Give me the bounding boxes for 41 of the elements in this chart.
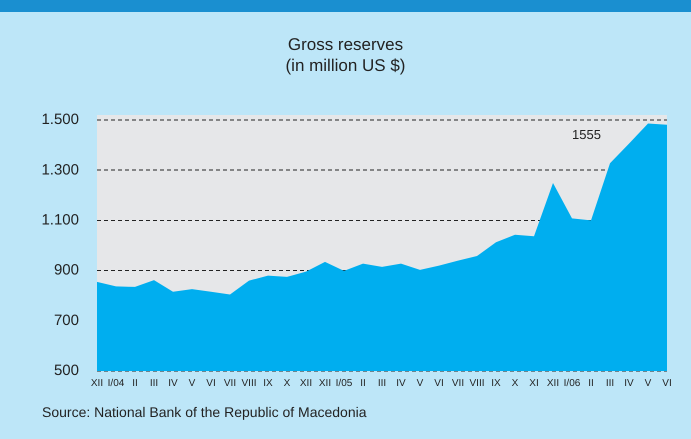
x-tick-label: X: [512, 378, 519, 389]
y-tick-label: 500: [54, 362, 79, 380]
x-tick-label: V: [644, 378, 652, 389]
chart-subtitle: (in million US $): [284, 55, 406, 76]
y-tick-label: 1.500: [41, 111, 79, 128]
x-tick-label: IX: [491, 378, 502, 389]
y-tick-label: 1.100: [41, 212, 79, 229]
x-tick-label: I/04: [108, 378, 125, 389]
x-tick-label: XII: [546, 378, 560, 389]
x-tick-label: IV: [624, 378, 634, 389]
x-tick-label: X: [284, 378, 291, 389]
x-tick-label: XI: [529, 378, 539, 389]
x-tick-label: IV: [168, 378, 178, 389]
x-tick-label: VI: [206, 378, 216, 389]
x-tick-label: IV: [396, 378, 406, 389]
x-tick-label: VI: [662, 378, 672, 389]
y-tick-label: 1.300: [41, 161, 79, 178]
chart-title: Gross reserves: [286, 34, 404, 55]
x-tick-label: V: [416, 378, 424, 389]
source-note: Source: National Bank of the Republic of Macedonia: [42, 404, 367, 420]
x-tick-label: XII: [90, 378, 104, 389]
x-tick-label: V: [188, 378, 196, 389]
x-tick-label: III: [378, 378, 386, 389]
x-tick-label: I/05: [336, 378, 353, 389]
x-tick-label: VIII: [241, 378, 257, 389]
x-tick-label: III: [150, 378, 158, 389]
x-tick-label: VII: [452, 378, 464, 389]
annotation: 1555: [572, 127, 601, 142]
y-tick-label: 900: [54, 262, 79, 279]
x-tick-label: VIII: [469, 378, 485, 389]
x-tick-label: II: [588, 378, 594, 389]
x-tick-label: II: [360, 378, 366, 389]
x-tick-label: IX: [263, 378, 274, 389]
x-tick-label: II: [132, 378, 138, 389]
x-tick-label: VII: [224, 378, 236, 389]
x-tick-label: I/06: [564, 378, 581, 389]
y-tick-label: 700: [54, 312, 79, 329]
x-tick-label: VI: [434, 378, 444, 389]
x-tick-label: XII: [318, 378, 332, 389]
x-tick-label: III: [606, 378, 614, 389]
x-tick-label: XII: [300, 378, 312, 389]
